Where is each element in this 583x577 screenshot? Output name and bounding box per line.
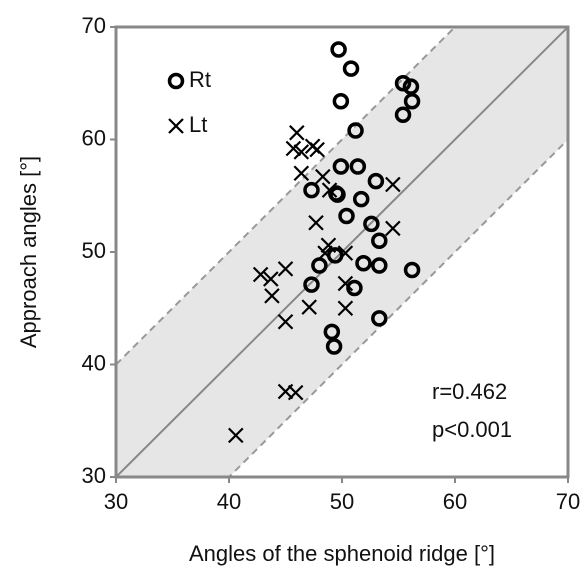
- legend-label: Lt: [189, 112, 207, 137]
- point: [349, 158, 367, 175]
- point: [337, 275, 354, 292]
- point: [285, 140, 302, 157]
- band-edge: [227, 138, 568, 477]
- point: [293, 165, 310, 182]
- point: [309, 141, 325, 158]
- point: [315, 168, 331, 185]
- y-axis-label: Approach angles [°]: [16, 156, 41, 348]
- x-tick-label: 60: [443, 489, 467, 514]
- point: [385, 176, 401, 193]
- annotation: r=0.462: [432, 379, 507, 404]
- point: [403, 261, 421, 279]
- legend-label: Rt: [189, 67, 211, 92]
- point: [289, 124, 305, 141]
- x-tick-label: 50: [330, 489, 354, 514]
- point: [301, 299, 318, 315]
- point: [263, 271, 279, 287]
- x-tick-label: 40: [217, 489, 241, 514]
- point: [342, 60, 360, 77]
- point: [264, 288, 280, 304]
- point: [371, 232, 388, 249]
- point: [293, 144, 310, 160]
- legend-marker: [168, 118, 184, 134]
- point: [332, 158, 350, 175]
- y-tick-label: 60: [82, 125, 106, 150]
- point: [320, 237, 337, 254]
- point: [347, 122, 364, 139]
- point: [338, 207, 355, 225]
- y-tick-label: 70: [82, 13, 106, 38]
- x-tick-label: 70: [556, 489, 580, 514]
- point: [363, 215, 380, 233]
- point: [337, 245, 354, 261]
- point: [228, 427, 244, 444]
- annotation: p<0.001: [432, 417, 512, 442]
- point: [317, 245, 333, 261]
- point: [321, 182, 338, 198]
- point: [337, 300, 354, 317]
- point: [371, 310, 388, 327]
- point: [346, 279, 363, 297]
- point: [287, 384, 304, 401]
- point: [371, 257, 388, 274]
- point: [330, 41, 347, 58]
- point: [385, 220, 401, 237]
- point: [367, 172, 385, 190]
- band-edge: [116, 27, 457, 366]
- point: [303, 181, 320, 199]
- point: [303, 276, 320, 293]
- y-tick-label: 50: [82, 238, 106, 263]
- y-tick-label: 40: [82, 350, 106, 375]
- point: [355, 255, 372, 272]
- point: [394, 106, 412, 123]
- point: [329, 186, 346, 203]
- point: [323, 323, 341, 341]
- point: [403, 93, 421, 110]
- x-axis-label: Angles of the sphenoid ridge [°]: [189, 541, 495, 566]
- point: [308, 214, 324, 231]
- x-tick-label: 30: [104, 489, 128, 514]
- point: [252, 266, 269, 283]
- point: [277, 261, 294, 277]
- point: [394, 75, 412, 92]
- legend-marker: [167, 72, 185, 90]
- point: [352, 190, 370, 208]
- point: [325, 338, 343, 355]
- point: [332, 93, 350, 110]
- point: [277, 313, 294, 330]
- y-tick-label: 30: [82, 463, 106, 488]
